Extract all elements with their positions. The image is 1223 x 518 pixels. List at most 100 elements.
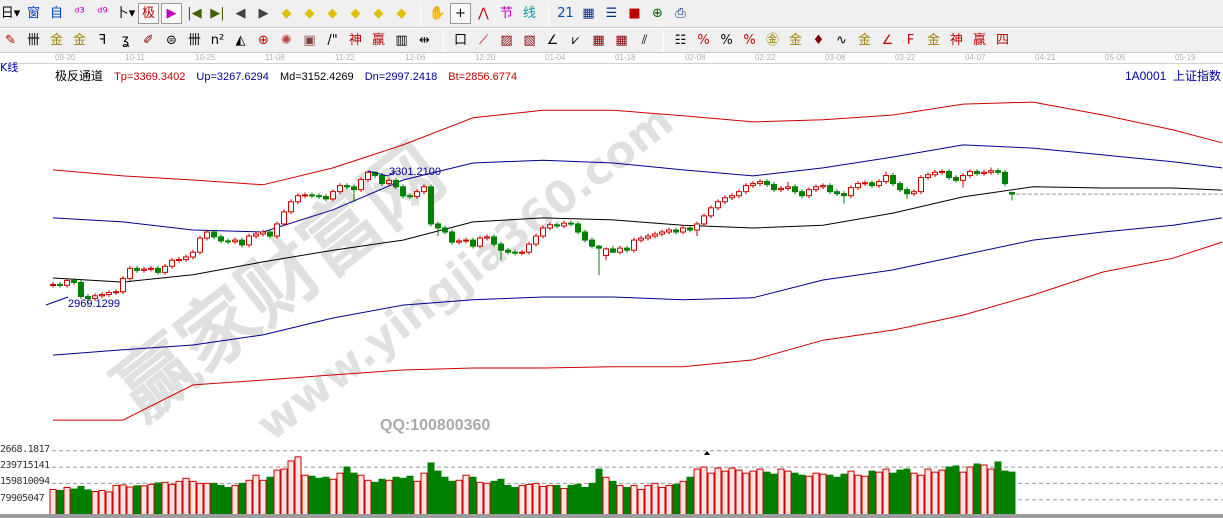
target-button[interactable]: ⊕ — [253, 30, 274, 51]
f-angle-button[interactable]: F — [900, 30, 921, 51]
candle-down — [974, 170, 980, 175]
network-button[interactable]: ⊕ — [647, 3, 668, 24]
last-button[interactable]: ▶| — [207, 3, 228, 24]
parallel-button[interactable]: ⫽ — [634, 30, 655, 51]
indicator-dropdown[interactable]: 卜▾ — [115, 3, 136, 24]
period-dropdown[interactable]: 日▾ — [0, 3, 21, 24]
volume-bar-down — [945, 466, 953, 517]
percent-button[interactable]: % — [716, 30, 737, 51]
gridbox2-button[interactable]: ▦ — [611, 30, 632, 51]
box-button[interactable]: 口 — [450, 30, 471, 51]
diamond-vert-button[interactable]: ◆ — [391, 3, 412, 24]
next-button[interactable]: ▶ — [253, 3, 274, 24]
angle-button[interactable]: ∠ — [542, 30, 563, 51]
grid-button[interactable]: 卌 — [23, 30, 44, 51]
box-fan2-button[interactable]: ▧ — [519, 30, 540, 51]
diamond-zoom-button[interactable]: ◆ — [368, 3, 389, 24]
candle-down — [568, 222, 574, 225]
fan-button[interactable]: ⟋ — [473, 30, 494, 51]
bar3-button[interactable]: ᵈ³ — [69, 3, 90, 24]
diamond-shrink-button[interactable]: ◆ — [345, 3, 366, 24]
gold-lines-button[interactable]: 金 — [785, 30, 806, 51]
ying-angle-button[interactable]: 赢 — [969, 30, 990, 51]
percent-line-button[interactable]: % — [693, 30, 714, 51]
wave-button[interactable]: ∿ — [831, 30, 852, 51]
four-angle-button[interactable]: 四 — [992, 30, 1013, 51]
prev-button[interactable]: ◀ — [230, 3, 251, 24]
calendar-button[interactable]: 21 — [555, 3, 576, 24]
gold2-button[interactable]: 金 — [69, 30, 90, 51]
v-button[interactable]: ⩗ — [565, 30, 586, 51]
circle-button[interactable]: ⊜ — [161, 30, 182, 51]
candle-up — [862, 182, 868, 185]
bar9-button[interactable]: ᵈ⁹ — [92, 3, 113, 24]
document-button[interactable]: ☰ — [601, 3, 622, 24]
print-button[interactable]: ⎙ — [670, 3, 691, 24]
network-icon: ⊕ — [652, 6, 663, 21]
volume-bar-up — [336, 472, 344, 517]
percent-band-button[interactable]: % — [739, 30, 760, 51]
triangle-button[interactable]: ◭ — [230, 30, 251, 51]
candle-down — [57, 283, 63, 286]
gold-circle-button[interactable]: ㊎ — [762, 30, 783, 51]
width-button[interactable]: ⇹ — [414, 30, 435, 51]
volume-bar-down — [469, 476, 477, 517]
horizontal-scrollbar[interactable] — [0, 514, 1223, 518]
volume-bar-down — [833, 476, 841, 517]
spiral-button[interactable]: ʓ — [115, 30, 136, 51]
ruler-button[interactable]: ▥ — [391, 30, 412, 51]
quote-button[interactable]: /" — [322, 30, 343, 51]
first-button[interactable]: |◀ — [184, 3, 205, 24]
candle-down — [890, 175, 896, 185]
candle-up — [64, 279, 70, 286]
toolbar-separator — [420, 2, 421, 25]
candle-up — [386, 179, 392, 185]
speed-button[interactable]: ♦ — [808, 30, 829, 51]
gold-angle-button[interactable]: 金 — [923, 30, 944, 51]
shen-angle-button[interactable]: 神 — [946, 30, 967, 51]
lines-button[interactable]: 卌 — [184, 30, 205, 51]
candle-up — [785, 186, 791, 189]
diamond-right-button[interactable]: ◆ — [299, 3, 320, 24]
calculator-button[interactable]: ▦ — [578, 3, 599, 24]
volume-bar-up — [140, 485, 148, 517]
draw-button[interactable]: 线 — [519, 3, 540, 24]
diamond-expand-button[interactable]: ◆ — [322, 3, 343, 24]
star-button[interactable]: ✺ — [276, 30, 297, 51]
diamond-left-button[interactable]: ◆ — [276, 3, 297, 24]
volume-bar-up — [728, 467, 736, 517]
crosshair-button[interactable]: + — [450, 3, 471, 24]
save-button[interactable]: ■ — [624, 3, 645, 24]
save-icon: ■ — [628, 6, 641, 21]
line-button[interactable]: ⋀ — [473, 3, 494, 24]
candle-up — [652, 233, 658, 237]
gold-band-button[interactable]: 金 — [854, 30, 875, 51]
section-button[interactable]: 节 — [496, 3, 517, 24]
window-icon: 窗 — [26, 6, 40, 21]
pen-button[interactable]: ✎ — [0, 30, 21, 51]
window-button[interactable]: 窗 — [23, 3, 44, 24]
document-icon: ☰ — [605, 6, 618, 21]
ying-button[interactable]: 赢 — [368, 30, 389, 51]
gold1-button[interactable]: 金 — [46, 30, 67, 51]
angle1-button[interactable]: ∠ — [877, 30, 898, 51]
candle-up — [876, 181, 882, 187]
candle-down — [505, 249, 511, 253]
flag-button[interactable]: ▶ — [161, 3, 182, 24]
n2-button[interactable]: n² — [207, 30, 228, 51]
extreme-button[interactable]: 极 — [138, 3, 159, 24]
f-button[interactable]: ꟻ — [92, 30, 113, 51]
candle-up — [666, 229, 672, 233]
box-fan-button[interactable]: ▨ — [496, 30, 517, 51]
hand-button[interactable]: ✋ — [427, 3, 448, 24]
auto-button[interactable]: 自 — [46, 3, 67, 24]
candle-down — [428, 186, 434, 225]
shen-button[interactable]: 神 — [345, 30, 366, 51]
gridbox-button[interactable]: ▦ — [588, 30, 609, 51]
table-button[interactable]: ☷ — [670, 30, 691, 51]
volume-bar-down — [994, 461, 1002, 517]
brush-button[interactable]: ✐ — [138, 30, 159, 51]
volume-bar-up — [644, 484, 652, 517]
square-button[interactable]: ▣ — [299, 30, 320, 51]
